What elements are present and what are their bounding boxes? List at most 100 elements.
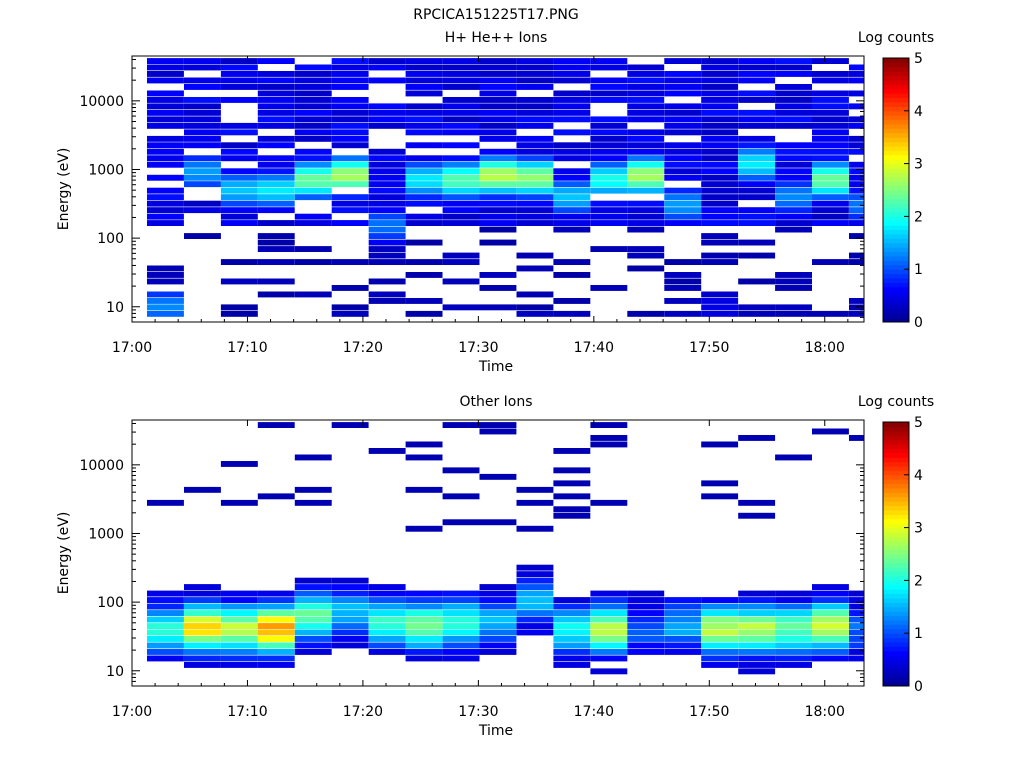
- heatmap-cell: [442, 623, 480, 629]
- colorbar-segment: [883, 141, 909, 147]
- colorbar-segment: [883, 439, 909, 445]
- heatmap-cell: [479, 187, 517, 194]
- heatmap-cell: [368, 174, 406, 181]
- heatmap-cell: [220, 77, 258, 84]
- heatmap-cell: [442, 629, 480, 636]
- heatmap-cell: [220, 310, 258, 317]
- heatmap-cell: [294, 168, 332, 175]
- heatmap-cell: [184, 155, 221, 162]
- colorbar-tick-label: 3: [914, 157, 923, 173]
- heatmap-cell: [442, 109, 480, 116]
- heatmap-cell: [516, 252, 554, 259]
- heatmap-cell: [147, 278, 184, 285]
- heatmap-cell: [553, 155, 591, 162]
- heatmap-cell: [147, 155, 184, 162]
- heatmap-cell: [368, 220, 406, 226]
- heatmap-cell: [738, 597, 776, 603]
- heatmap-cell: [664, 649, 702, 655]
- heatmap-cell: [294, 103, 332, 110]
- heatmap-cell: [516, 77, 554, 84]
- heatmap-cell: [516, 623, 554, 629]
- heatmap-cell: [331, 590, 369, 597]
- heatmap-cell: [775, 278, 812, 285]
- heatmap-cell: [738, 109, 776, 116]
- colorbar-h-he: 0 1 2 3 4 5: [882, 51, 923, 331]
- colorbar-segment: [883, 194, 909, 200]
- heatmap-cell: [664, 187, 702, 194]
- heatmap-cell: [294, 64, 332, 71]
- colorbar-frame: [882, 421, 910, 687]
- heatmap-cell: [257, 181, 295, 188]
- heatmap-cell: [553, 116, 591, 123]
- heatmap-cell: [590, 58, 628, 64]
- heatmap-cell: [368, 122, 406, 129]
- heatmap-cell: [479, 304, 517, 311]
- heatmap-cell: [294, 155, 332, 162]
- heatmap-cell: [775, 655, 812, 662]
- heatmap-cell: [257, 168, 295, 175]
- heatmap-cell: [775, 642, 812, 649]
- heatmap-cell: [812, 122, 849, 129]
- heatmap-cell: [257, 233, 295, 239]
- heatmap-cell: [590, 97, 628, 103]
- heatmap-cell: [147, 642, 184, 649]
- heatmap-cell: [147, 58, 184, 64]
- heatmap-cell: [479, 174, 517, 181]
- heatmap-cell: [257, 246, 295, 252]
- heatmap-cell: [331, 422, 369, 428]
- colorbar-segment: [883, 304, 909, 310]
- heatmap-cell: [184, 135, 221, 142]
- x-tick-label: 17:00: [112, 340, 152, 356]
- heatmap-cell: [147, 220, 184, 226]
- heatmap-cell: [701, 298, 739, 304]
- heatmap-cell: [405, 486, 443, 493]
- heatmap-cell: [553, 603, 591, 610]
- heatmap-cell: [331, 636, 369, 642]
- heatmap-cell: [516, 142, 554, 149]
- heatmap-cell: [664, 629, 702, 636]
- heatmap-cell: [220, 155, 258, 162]
- heatmap-cell: [627, 103, 665, 110]
- heatmap-cell: [664, 142, 702, 149]
- colorbar-segment: [883, 422, 909, 427]
- heatmap-cell: [812, 642, 849, 649]
- heatmap-cell: [775, 116, 812, 123]
- heatmap-cell: [664, 122, 702, 129]
- heatmap-cell: [368, 298, 406, 304]
- heatmap-cell: [257, 629, 295, 636]
- heatmap-cell: [147, 623, 184, 629]
- heatmap-cell: [627, 590, 665, 597]
- heatmap-cell: [368, 116, 406, 123]
- heatmap-cell: [812, 168, 849, 175]
- heatmap-cell: [738, 174, 776, 181]
- heatmap-cell: [479, 610, 517, 616]
- heatmap-cell: [331, 642, 369, 649]
- x-axis-label-h-he: Time: [478, 359, 513, 375]
- heatmap-cell: [368, 278, 406, 285]
- colorbar-segment: [883, 247, 909, 253]
- heatmap-cell: [812, 187, 849, 194]
- heatmap-cell: [553, 448, 591, 454]
- colorbar-segment: [883, 212, 909, 217]
- heatmap-cell: [590, 84, 628, 90]
- colorbar-segment: [883, 238, 909, 244]
- heatmap-cell: [147, 265, 184, 272]
- colorbar-segment: [883, 650, 909, 656]
- heatmap-cell: [738, 161, 776, 168]
- colorbar-segment: [883, 282, 909, 288]
- heatmap-cell: [220, 629, 258, 636]
- colorbar-segment: [883, 110, 909, 116]
- heatmap-cell: [738, 655, 776, 662]
- colorbar-segment: [883, 554, 909, 559]
- y-tick-label: 100: [97, 595, 124, 611]
- heatmap-cell: [590, 129, 628, 136]
- heatmap-cell: [812, 90, 849, 97]
- panel-other-ions: Other Ions 17:00 17:10 17:20 17:30 17:40 17:5…: [56, 394, 934, 739]
- heatmap-cell: [294, 97, 332, 103]
- heatmap-cell: [812, 71, 849, 77]
- heatmap-cell: [147, 207, 184, 214]
- colorbar-segment: [883, 80, 909, 85]
- heatmap-cell: [331, 285, 369, 291]
- heatmap-cell: [479, 226, 517, 233]
- heatmap-cell: [368, 616, 406, 623]
